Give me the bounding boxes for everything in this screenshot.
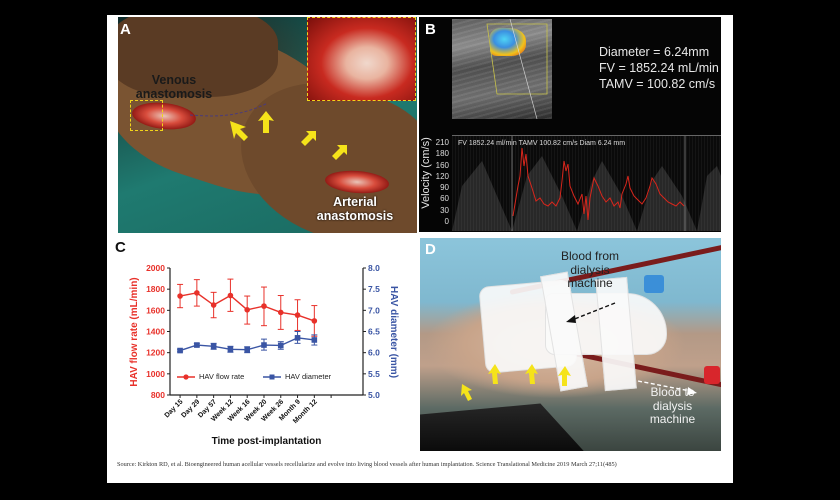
tick: 120 [435, 171, 449, 181]
to-line-1: Blood to [650, 385, 695, 399]
blood-to-label: Blood to dialysis machine [635, 385, 710, 427]
panel-d-dialysis-photo: D Blood from dialysis machine Blood to d… [420, 238, 721, 451]
anastomosis-inset-photo [307, 17, 416, 101]
svg-text:5.0: 5.0 [368, 390, 380, 400]
venous-highlight-box [130, 100, 163, 131]
svg-text:HAV flow rate (mL/min): HAV flow rate (mL/min) [129, 277, 140, 386]
venous-label-line-2: anastomosis [135, 87, 213, 101]
panel-d-arrows [461, 302, 697, 401]
panel-c-chart: C 2000 1800 1600 1400 1200 1000 800 8.0 7.5 7.0 6… [115, 237, 415, 452]
velocity-ticks: 210 180 160 120 90 60 30 0 [421, 137, 449, 227]
flow-volume-stat: FV = 1852.24 mL/min [599, 61, 719, 75]
svg-text:800: 800 [151, 390, 165, 400]
tamv-stat: TAMV = 100.82 cm/s [599, 77, 716, 91]
arterial-anastomosis-label: Arterial anastomosis [310, 195, 400, 223]
tick: 160 [435, 160, 449, 170]
diameter-stat: Diameter = 6.24mm [599, 45, 710, 59]
panel-c-letter: C [115, 239, 126, 256]
panel-a-letter: A [120, 21, 131, 38]
venous-anastomosis-label: Venous anastomosis [134, 73, 214, 101]
red-clamp [704, 366, 720, 384]
to-line-3: machine [649, 412, 696, 426]
tick: 180 [435, 149, 449, 159]
yellow-arrow-icon [230, 111, 347, 160]
panel-a-overlay [189, 102, 347, 160]
color-doppler-flow [490, 28, 526, 56]
svg-text:2000: 2000 [146, 263, 165, 273]
svg-text:8.0: 8.0 [368, 263, 380, 273]
source-citation: Source: Kirkton RD, et al. Bioengineered… [117, 461, 617, 468]
arterial-label-line-2: anastomosis [316, 209, 394, 223]
venous-label-line-1: Venous [151, 73, 197, 87]
panel-b-letter: B [425, 21, 436, 38]
svg-text:6.5: 6.5 [368, 327, 380, 337]
from-line-1: Blood from [560, 249, 620, 263]
blood-from-label: Blood from dialysis machine [550, 249, 630, 291]
svg-text:1800: 1800 [146, 284, 165, 294]
spectral-doppler-trace: FV 1852.24 ml/min TAMV 100.82 cm/s Diam … [452, 135, 721, 231]
x-axis-title: Time post-implantation [211, 436, 322, 447]
svg-text:HAV diameter (mm): HAV diameter (mm) [388, 286, 399, 378]
tick: 30 [440, 205, 449, 215]
from-line-3: machine [567, 276, 613, 290]
legend-flow-label: HAV flow rate [199, 372, 245, 381]
tick: 210 [435, 138, 449, 147]
ultrasound-image [452, 19, 552, 119]
svg-text:1200: 1200 [146, 348, 165, 358]
arm-skin-top [118, 17, 278, 97]
arterial-label-line-1: Arterial [333, 195, 377, 209]
tick: 90 [440, 183, 449, 193]
to-line-2: dialysis [652, 398, 693, 413]
tick: 0 [444, 217, 449, 227]
doppler-stats: Diameter = 6.24mm FV = 1852.24 mL/min TA… [599, 44, 719, 92]
panel-d-letter: D [425, 241, 436, 258]
panel-a-surgical-photo: A Venous anastomosis Arterial anastomosi… [118, 17, 417, 233]
panel-b-ultrasound: B Diameter = 6.24mm FV = 1852.24 mL/min … [419, 17, 721, 232]
svg-text:6.0: 6.0 [368, 348, 380, 358]
yellow-arrow-icon [461, 364, 571, 401]
figure-page: A Venous anastomosis Arterial anastomosi… [107, 15, 733, 483]
svg-text:7.0: 7.0 [368, 305, 380, 315]
svg-text:1600: 1600 [146, 305, 165, 315]
dual-axis-chart: 2000 1800 1600 1400 1200 1000 800 8.0 7.5 7.0 6.5… [129, 263, 399, 425]
spectral-caption: FV 1852.24 ml/min TAMV 100.82 cm/s Diam … [458, 140, 626, 147]
from-line-2: dialysis [570, 262, 610, 277]
legend-diameter-label: HAV diameter [285, 372, 332, 381]
svg-text:1000: 1000 [146, 369, 165, 379]
tick: 60 [440, 194, 449, 204]
dashed-arrow-icon [566, 302, 697, 395]
svg-text:7.5: 7.5 [368, 284, 380, 294]
svg-text:5.5: 5.5 [368, 369, 380, 379]
blue-clamp [644, 275, 664, 293]
svg-text:1400: 1400 [146, 327, 165, 337]
